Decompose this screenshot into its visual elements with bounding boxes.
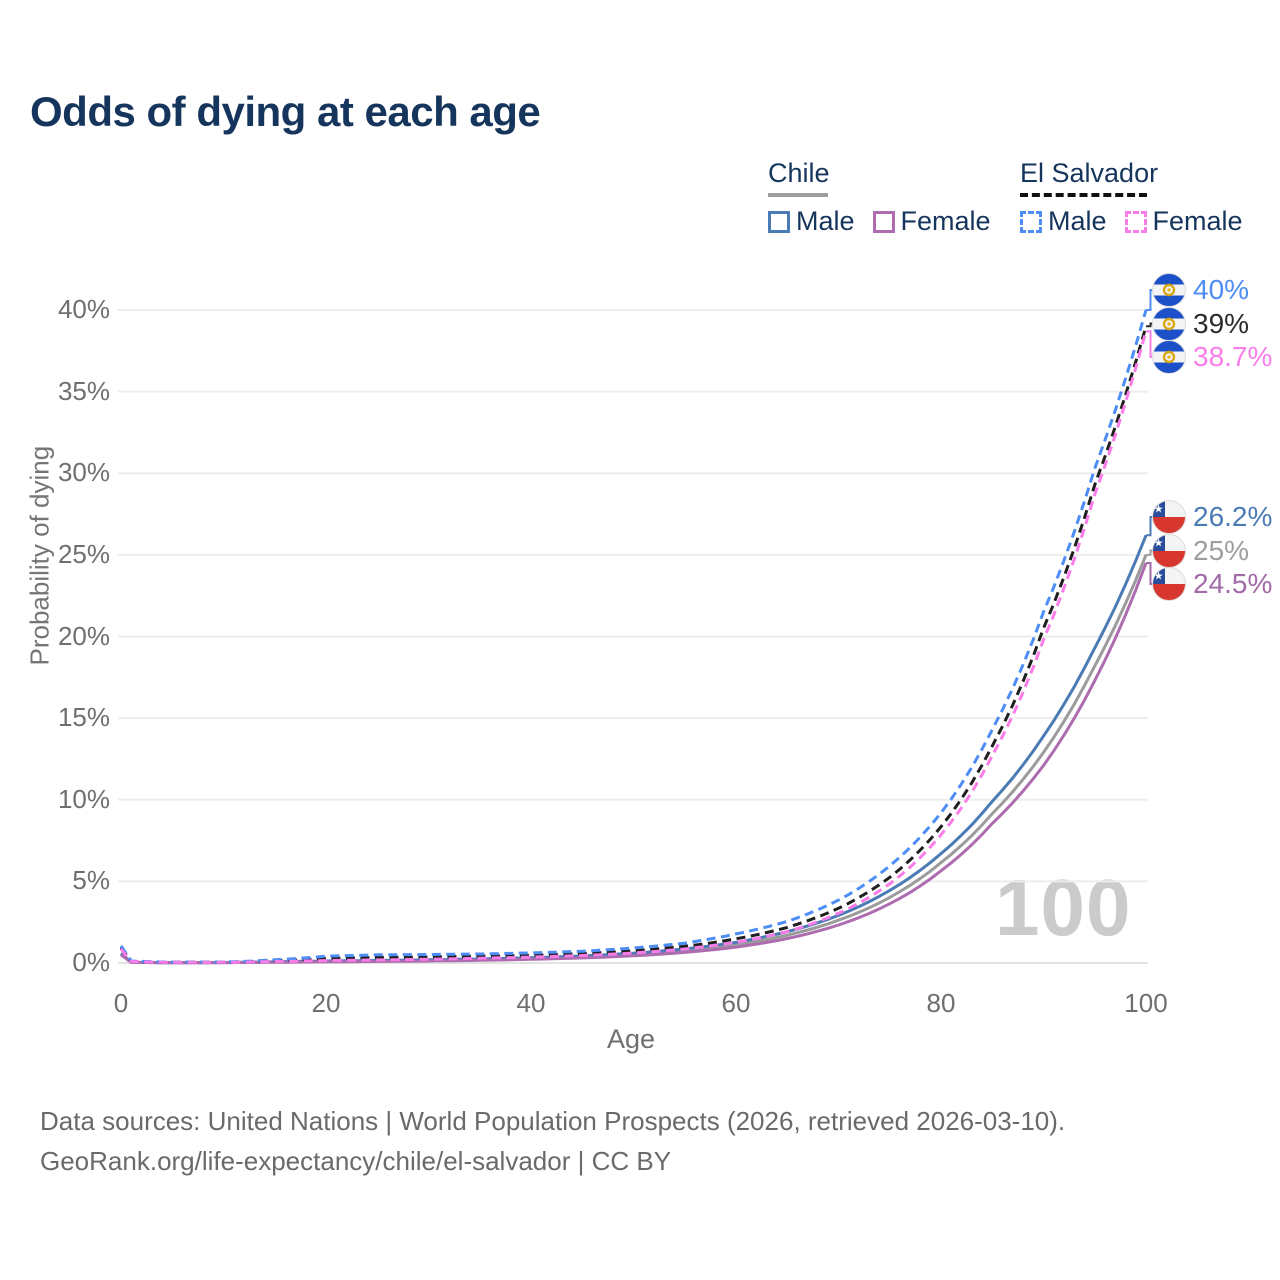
end-label-el-salvador-female: 38.7% <box>1152 340 1272 374</box>
watermark-age-100: 100 <box>995 863 1132 952</box>
end-label-value: 26.2% <box>1193 501 1273 532</box>
x-axis-title: Age <box>606 1024 656 1054</box>
x-tick-100: 100 <box>1124 988 1168 1018</box>
attribution-link[interactable]: GeoRank.org/life-expectancy/chile/el-sal… <box>40 1146 672 1176</box>
legend-item-chile-male[interactable]: Male <box>768 206 855 237</box>
el-salvador-flag-icon <box>1152 273 1186 307</box>
chile-flag-icon: ★ <box>1152 567 1186 601</box>
y-tick-5%: 5% <box>72 865 110 896</box>
legend-item-el-salvador-male[interactable]: Male <box>1020 206 1107 237</box>
legend-chile-line-sample <box>768 193 828 197</box>
end-label-chile-both: ★ 25% <box>1152 533 1250 568</box>
data-source-note: Data sources: United Nations | World Pop… <box>40 1106 1066 1136</box>
el-salvador-male-swatch-icon <box>1020 210 1042 233</box>
chile-male-swatch-icon <box>768 210 790 233</box>
legend-item-chile-female[interactable]: Female <box>872 206 991 237</box>
el-salvador-female-swatch-icon <box>1124 210 1147 233</box>
series-line-el-salvador-male[interactable] <box>119 309 1148 964</box>
el-salvador-flag-icon <box>1152 340 1186 374</box>
end-label-value: 24.5% <box>1193 568 1273 599</box>
y-tick-20%: 20% <box>57 620 110 651</box>
end-label-el-salvador-male: 40% <box>1152 273 1249 307</box>
end-label-chile-female: ★ 24.5% <box>1152 567 1272 601</box>
el-salvador-flag-icon <box>1152 306 1186 341</box>
legend-item-label: Male <box>1048 206 1107 236</box>
legend-item-label: Female <box>900 206 991 236</box>
y-tick-40%: 40% <box>57 294 110 324</box>
end-label-chile-male: ★ 26.2% <box>1152 500 1272 534</box>
legend-group-el-salvador: El Salvador Male Female <box>1020 158 1243 237</box>
legend-group-chile: Chile Male Female <box>768 158 991 237</box>
x-tick-60: 60 <box>721 988 751 1018</box>
legend-item-label: Male <box>796 206 855 236</box>
end-label-value: 39% <box>1193 307 1250 339</box>
end-label-value: 25% <box>1193 534 1250 566</box>
x-tick-80: 80 <box>926 988 956 1018</box>
end-label-el-salvador-both: 39% <box>1152 306 1250 341</box>
svg-text:★: ★ <box>1154 537 1164 549</box>
page-title: Odds of dying at each age <box>30 88 541 135</box>
series-line-el-salvador-both[interactable] <box>119 325 1148 964</box>
y-tick-30%: 30% <box>57 457 110 488</box>
x-tick-40: 40 <box>516 988 546 1018</box>
x-tick-0: 0 <box>113 988 129 1018</box>
svg-text:★: ★ <box>1154 571 1164 583</box>
legend-item-el-salvador-female[interactable]: Female <box>1124 206 1243 237</box>
chile-female-swatch-icon <box>872 210 895 233</box>
series-line-chile-female[interactable] <box>120 562 1148 965</box>
x-tick-20: 20 <box>311 988 341 1018</box>
legend-chile-header: Chile <box>768 158 830 188</box>
legend-el-salvador-header: El Salvador <box>1020 158 1159 188</box>
end-label-value: 40% <box>1193 274 1250 305</box>
y-tick-25%: 25% <box>57 538 110 569</box>
y-tick-35%: 35% <box>57 375 110 406</box>
legend-el-salvador-line-sample <box>1020 193 1147 197</box>
series-line-chile-male[interactable] <box>120 534 1148 965</box>
y-tick-15%: 15% <box>57 702 110 733</box>
chile-flag-icon: ★ <box>1152 500 1186 534</box>
end-label-value: 38.7% <box>1193 341 1273 372</box>
chile-flag-icon: ★ <box>1152 533 1186 568</box>
y-tick-0%: 0% <box>72 947 110 977</box>
legend-item-label: Female <box>1152 206 1243 236</box>
svg-text:★: ★ <box>1154 504 1164 516</box>
y-tick-10%: 10% <box>57 783 110 814</box>
series-line-el-salvador-female[interactable] <box>119 330 1148 964</box>
